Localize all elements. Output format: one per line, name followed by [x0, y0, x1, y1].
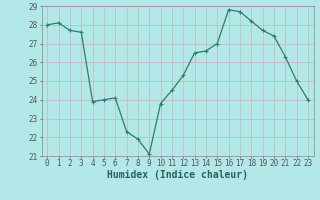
X-axis label: Humidex (Indice chaleur): Humidex (Indice chaleur)	[107, 170, 248, 180]
